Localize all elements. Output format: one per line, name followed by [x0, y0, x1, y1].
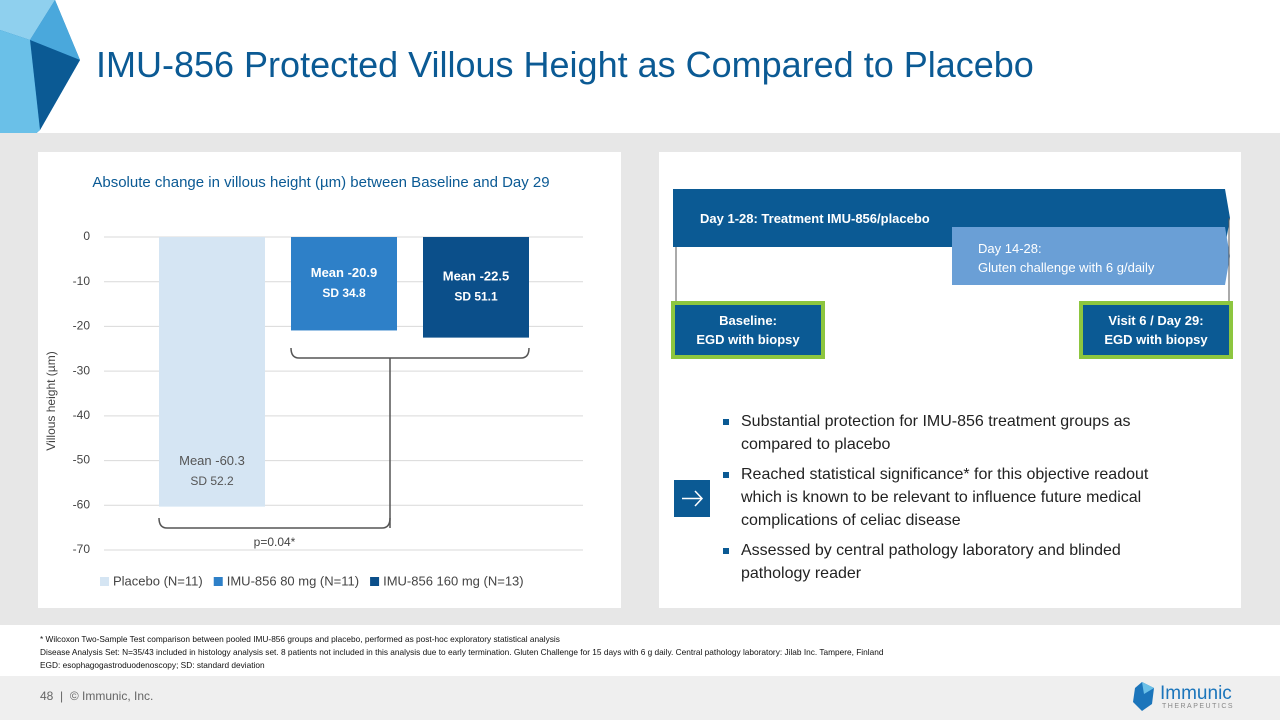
- visit-box: Visit 6 / Day 29: EGD with biopsy: [1079, 301, 1233, 359]
- challenge-label: Day 14-28:: [978, 241, 1042, 256]
- legend-swatch: [213, 577, 223, 586]
- bracket: [290, 347, 530, 359]
- y-tick-label: -30: [73, 363, 91, 377]
- bar: [291, 237, 397, 331]
- legend-swatch: [100, 577, 109, 586]
- sd-label: SD 51.1: [454, 289, 498, 303]
- arrow-icon: [674, 480, 710, 517]
- logo-name: Immunic: [1160, 683, 1232, 704]
- separator: |: [60, 689, 64, 703]
- bullet: Substantial protection for IMU-856 treat…: [722, 410, 1192, 456]
- chart: Absolute change in villous height (µm) b…: [44, 174, 583, 588]
- baseline-label: EGD with biopsy: [696, 332, 800, 347]
- y-tick-label: -20: [73, 319, 91, 333]
- y-axis-label: Villous height (µm): [44, 351, 58, 450]
- legend-label: Placebo (N=11): [113, 573, 203, 588]
- footnote: Disease Analysis Set: N=35/43 included i…: [40, 647, 884, 657]
- chart-panel: [38, 152, 621, 608]
- baseline-box: Baseline: EGD with biopsy: [671, 301, 825, 359]
- baseline-label: Baseline:: [719, 313, 777, 328]
- bullet-list: Substantial protection for IMU-856 treat…: [722, 410, 1192, 592]
- footer: 48 | © Immunic, Inc.: [40, 689, 153, 703]
- legend-label: IMU-856 160 mg (N=13): [383, 573, 524, 588]
- y-tick-label: -40: [73, 408, 91, 422]
- value-label: Mean -20.9: [311, 265, 377, 280]
- value-label: Mean -22.5: [443, 269, 509, 284]
- treatment-label: Day 1-28: Treatment IMU-856/placebo: [700, 211, 930, 226]
- bracket: [158, 517, 391, 529]
- footnote: EGD: esophagogastroduodenoscopy; SD: sta…: [40, 660, 265, 670]
- y-tick-label: 0: [83, 229, 90, 243]
- footnote: * Wilcoxon Two-Sample Test comparison be…: [40, 634, 560, 644]
- challenge-label: Gluten challenge with 6 g/daily: [978, 260, 1155, 275]
- logo-tagline: THERAPEUTICS: [1162, 703, 1235, 710]
- y-tick-label: -10: [73, 274, 91, 288]
- bullet: Assessed by central pathology laboratory…: [722, 539, 1192, 585]
- y-tick-label: -50: [73, 453, 91, 467]
- slide-title: IMU-856 Protected Villous Height as Comp…: [96, 44, 1034, 85]
- sd-label: SD 34.8: [322, 286, 366, 300]
- timeline: [673, 189, 1230, 304]
- value-label: Mean -60.3: [179, 453, 245, 468]
- bullet: Reached statistical significance* for th…: [722, 463, 1192, 532]
- legend-label: IMU-856 80 mg (N=11): [227, 573, 359, 588]
- footnotes: * Wilcoxon Two-Sample Test comparison be…: [40, 633, 883, 672]
- sd-label: SD 52.2: [190, 474, 234, 488]
- bar: [423, 237, 529, 338]
- y-tick-label: -60: [73, 497, 91, 511]
- corner-decoration: [0, 0, 80, 165]
- annotation: p=0.04*: [254, 535, 296, 549]
- legend-swatch: [370, 577, 380, 586]
- logo-mark: [1133, 682, 1154, 711]
- visit-label: Visit 6 / Day 29:: [1108, 313, 1204, 328]
- visit-label: EGD with biopsy: [1104, 332, 1208, 347]
- y-tick-label: -70: [73, 542, 91, 556]
- copyright: © Immunic, Inc.: [69, 689, 154, 703]
- footer-bar: [0, 676, 1280, 720]
- chart-title: Absolute change in villous height (µm) b…: [92, 174, 549, 191]
- bar: [159, 237, 265, 507]
- page-number: 48: [40, 689, 54, 703]
